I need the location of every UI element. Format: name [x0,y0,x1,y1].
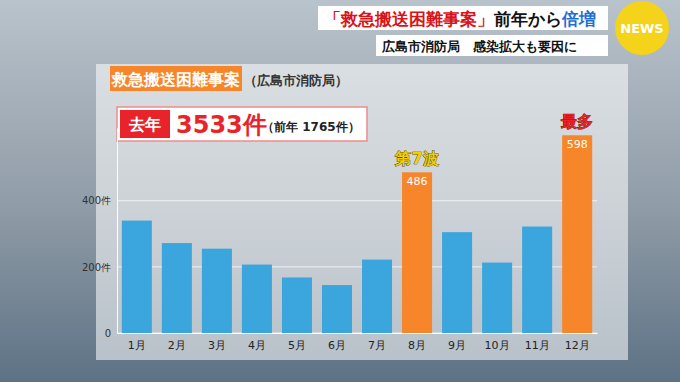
panel [96,64,628,360]
bars [122,135,592,333]
summary-previous: （前年 1765件） [262,120,360,134]
grid [117,201,597,333]
y-tick-label: 200件 [82,262,111,273]
annotations: 第7波 最多 [394,112,593,168]
x-tick: 12月 [565,333,590,352]
bar [122,221,152,333]
x-tick-label: 3月 [208,339,226,352]
title-box [110,66,242,91]
annotation: 第7波 [394,149,438,168]
background [0,0,680,382]
chart-subtitle: （広島市消防局） [244,73,348,88]
bar [442,232,472,333]
data-label: 486 [407,175,428,188]
x-tick: 7月 [368,333,386,352]
headline-box [318,6,608,30]
x-tick-label: 2月 [168,339,186,352]
x-tick-label: 5月 [288,339,306,352]
bar [522,227,552,333]
y-tick: 200件 [82,262,117,273]
bar [322,285,352,333]
x-tick: 4月 [248,333,266,352]
x-tick: 5月 [288,333,306,352]
y-tick: 0 [105,328,117,339]
data-label: 598 [567,138,588,151]
headline-part: 倍増 [561,9,596,29]
bar [162,243,192,333]
y-axis: 0 200件 400件 [82,129,118,339]
x-axis: 1月 2月 3月 4月 5月 6月 7月 8月 9月 10月 11月 12月 [118,333,598,352]
bar [242,265,272,333]
x-tick-label: 12月 [565,339,590,352]
y-axis-line [117,129,118,334]
summary-label-box [120,110,170,138]
x-tick-label: 11月 [525,339,550,352]
bar [482,263,512,333]
subtitle-box [376,35,608,56]
annotation: 最多 [560,112,593,131]
chart-title: 救急搬送困難事案 [111,70,240,89]
x-tick-label: 10月 [485,339,510,352]
x-tick: 10月 [485,333,510,352]
x-tick: 9月 [448,333,466,352]
x-tick: 1月 [128,333,146,352]
headline-part: 前年から [493,9,562,29]
x-tick-label: 7月 [368,339,386,352]
bar [202,249,232,333]
y-tick: 400件 [82,195,117,206]
bar [562,135,592,333]
x-tick: 2月 [168,333,186,352]
summary-box [117,107,367,141]
bar [362,260,392,333]
x-tick: 6月 [328,333,346,352]
x-tick-label: 4月 [248,339,266,352]
headline-part: 「救急搬送困難事案」 [324,9,494,29]
summary-total: 3533件 [176,111,267,139]
logo-circle [615,1,669,55]
x-tick: 8月 [408,333,426,352]
grid-line [117,200,597,201]
y-tick-label: 0 [105,328,111,339]
x-tick-label: 8月 [408,339,426,352]
x-axis-line [118,333,598,334]
x-tick: 3月 [208,333,226,352]
x-tick-label: 6月 [328,339,346,352]
bar [282,277,312,333]
logo: NEWS [620,21,663,36]
x-tick-label: 1月 [128,339,146,352]
chart-root: 「救急搬送困難事案」前年から倍増広島市消防局 感染拡大も要因に NEWS 救急搬送困… [0,0,680,382]
y-tick-label: 400件 [82,195,111,206]
x-tick: 11月 [525,333,550,352]
summary-label: 去年 [128,115,161,134]
bar [402,172,432,333]
x-tick-label: 9月 [448,339,466,352]
headline: 「救急搬送困難事案」前年から倍増 [324,9,596,29]
banner-subtitle: 広島市消防局 感染拡大も要因に [381,39,577,54]
